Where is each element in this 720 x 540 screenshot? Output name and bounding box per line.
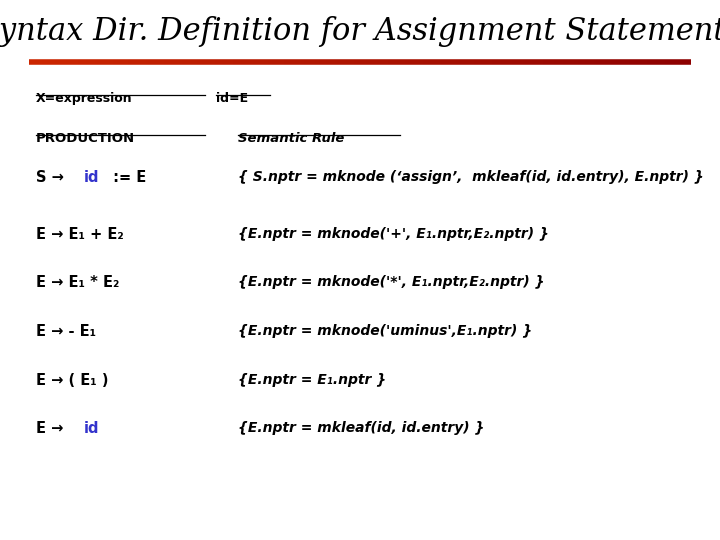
Text: id: id [84,170,99,185]
Text: E → ( E₁ ): E → ( E₁ ) [36,373,109,388]
Text: {E.nptr = mknode('+', E₁.nptr,E₂.nptr) }: {E.nptr = mknode('+', E₁.nptr,E₂.nptr) } [238,227,549,241]
Text: E → E₁ * E₂: E → E₁ * E₂ [36,275,120,291]
Text: Syntax Dir. Definition for Assignment Statements: Syntax Dir. Definition for Assignment St… [0,16,720,47]
Text: E → - E₁: E → - E₁ [36,324,96,339]
Text: E → E₁ + E₂: E → E₁ + E₂ [36,227,124,242]
Text: := E: := E [108,170,146,185]
Text: {E.nptr = mknode('uminus',E₁.nptr) }: {E.nptr = mknode('uminus',E₁.nptr) } [238,324,532,338]
Text: id=E: id=E [216,92,248,105]
Text: {E.nptr = mknode('*', E₁.nptr,E₂.nptr) }: {E.nptr = mknode('*', E₁.nptr,E₂.nptr) } [238,275,544,289]
Text: PRODUCTION: PRODUCTION [36,132,135,145]
Text: E →: E → [36,421,68,436]
Text: {E.nptr = mkleaf(id, id.entry) }: {E.nptr = mkleaf(id, id.entry) } [238,421,484,435]
Text: X=expression: X=expression [36,92,132,105]
Text: Semantic Rule: Semantic Rule [238,132,344,145]
Text: S →: S → [36,170,69,185]
Text: { S.nptr = mknode (‘assign’,  mkleaf(id, id.entry), E.nptr) }: { S.nptr = mknode (‘assign’, mkleaf(id, … [238,170,703,184]
Text: id: id [84,421,99,436]
Text: {E.nptr = E₁.nptr }: {E.nptr = E₁.nptr } [238,373,386,387]
